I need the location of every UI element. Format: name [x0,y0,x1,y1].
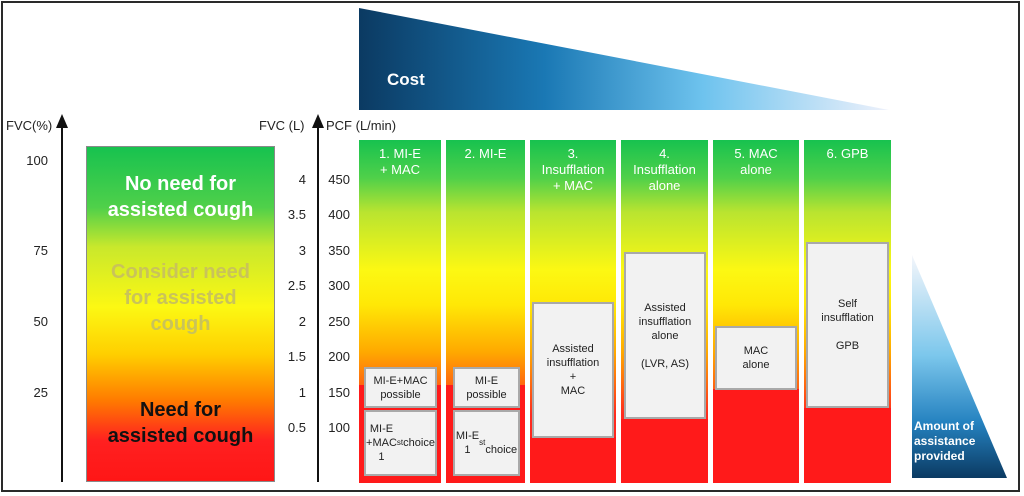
pcf-tick: 400 [328,207,350,222]
mie-mac-possible-box: MI-E+MAC possible [364,367,437,408]
fvc-l-tick: 0.5 [287,420,306,435]
fvc-pct-tick: 25 [33,385,48,400]
cost-label: Cost [387,70,425,89]
pcf-tick: 350 [328,243,350,258]
fvc-l-tick: 1.5 [287,349,306,364]
red-band [621,419,708,483]
zone-need-label: Need for assisted cough [107,399,254,447]
mac-alone-box: MAC alone [715,326,797,390]
fvc-pct-axis-label: FVC(%) [6,118,53,133]
fvc-l-tick: 1 [298,385,306,400]
mie-possible-box: MI-E possible [453,367,520,408]
fvc-l-tick: 3.5 [287,207,306,222]
column-title: 3. Insufflation + MAC [541,146,605,193]
assisted-cough-legend: No need for assisted cough Consider need… [86,146,275,482]
assisted-insufflation-mac-box: Assisted insufflation + MAC [532,302,614,438]
fvc-l-tick: 2 [298,314,306,329]
pcf-tick: 450 [328,172,350,187]
pcf-tick: 150 [328,385,350,400]
column-title: 4. Insufflation alone [633,146,696,193]
fvc-l-tick: 2.5 [287,278,306,293]
fvc-l-axis-label: FVC (L) [259,118,305,133]
fvc-l-tick: 4 [298,172,306,187]
self-insufflation-gpb-box: Self insufflation GPB [806,242,889,408]
cost-triangle [359,8,889,110]
column-5-mac-alone: 5. MAC alone [713,140,799,483]
pcf-tick: 250 [328,314,350,329]
fvc-l-tick: 3 [298,243,306,258]
zone-consider-label: Consider need for assisted cough [111,261,250,335]
column-title: 6. GPB [826,146,869,161]
pcf-tick: 300 [328,278,350,293]
amount-of-assistance-label: Amount of assistance provided [914,419,976,463]
red-band [530,437,616,483]
assisted-insufflation-alone-box: Assisted insufflation alone (LVR, AS) [624,252,706,419]
pcf-axis-label: PCF (L/min) [326,118,397,133]
column-title: 5. MAC alone [734,146,778,177]
fvc-pct-tick: 100 [26,153,48,168]
column-title: 1. MI-E + MAC [379,146,421,177]
pcf-tick: 100 [328,420,350,435]
zone-no-need-label: No need for assisted cough [107,173,254,221]
column-title: 2. MI-E [464,146,507,161]
red-band [713,389,799,483]
fvc-pct-tick: 50 [33,314,48,329]
pcf-tick: 200 [328,349,350,364]
assistance-triangle [912,255,1007,478]
red-band [804,408,891,483]
fvc-pct-tick: 75 [33,243,48,258]
